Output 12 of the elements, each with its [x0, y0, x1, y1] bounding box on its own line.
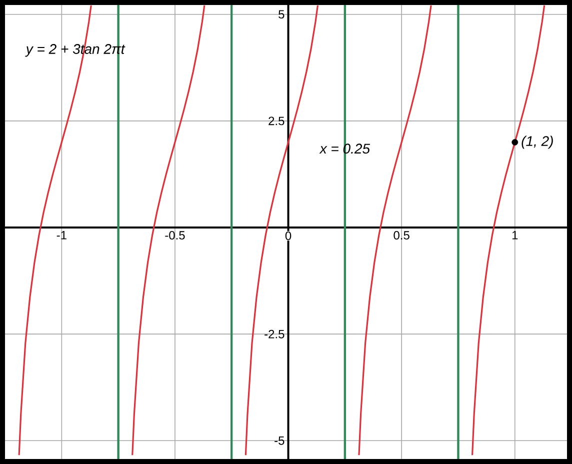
- annotation: (1, 2): [522, 136, 553, 149]
- x-tick-label: 0: [285, 232, 292, 240]
- y-tick-label: -5: [274, 436, 284, 445]
- x-tick-label: -0.5: [165, 231, 185, 240]
- y-tick-label: -2.5: [264, 330, 284, 338]
- x-tick-label: 0.5: [394, 231, 410, 240]
- line-series: [132, 4, 206, 456]
- line-series: [244, 4, 319, 456]
- y-tick-label: 5: [278, 10, 284, 19]
- x-tick-label: 1: [512, 231, 518, 240]
- x-tick-label: -1: [56, 231, 66, 240]
- y-tick-label: 2.5: [268, 116, 284, 126]
